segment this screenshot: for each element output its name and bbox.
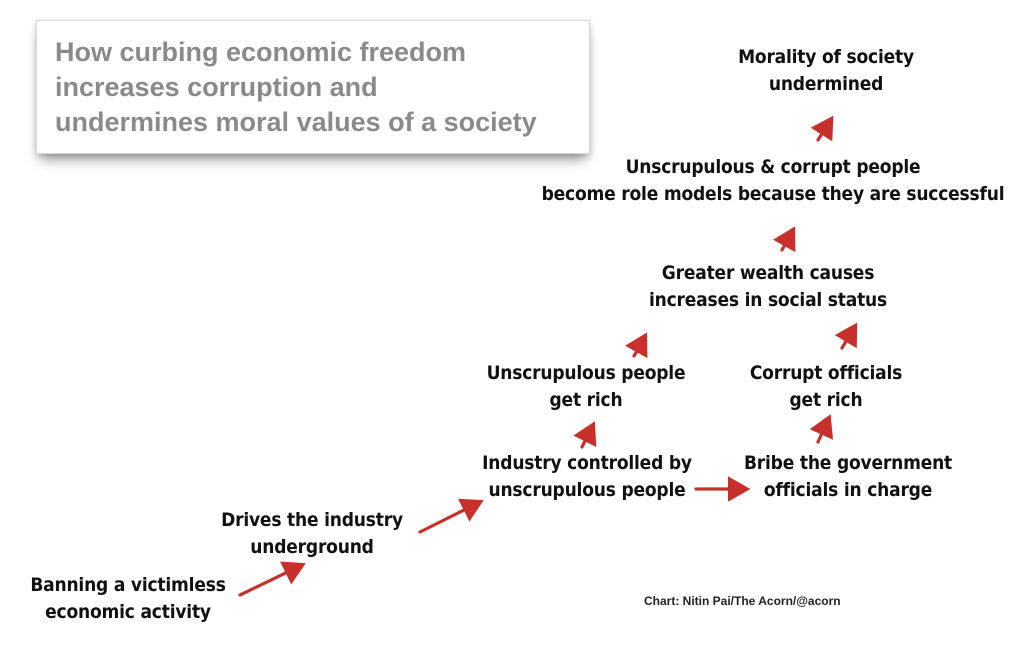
node-morality: Morality of society undermined [738, 46, 914, 95]
chart-credit: Chart: Nitin Pai/The Acorn/@acorn [644, 594, 841, 608]
node-underground: Drives the industry underground [221, 509, 403, 558]
node-role-models: Unscrupulous & corrupt people become rol… [541, 156, 1005, 205]
node-industry: Industry controlled by unscrupulous peop… [482, 452, 692, 501]
title-card: How curbing economic freedom increases c… [36, 20, 590, 154]
node-unscrupulous-rich: Unscrupulous people get rich [486, 362, 686, 411]
arrow-industry-to-unscrupulous-rich [573, 421, 597, 449]
arrow-banning-to-underground [238, 561, 306, 597]
arrow-unscrupulous-rich-to-wealth [625, 332, 648, 359]
node-wealth: Greater wealth causes increases in socia… [648, 262, 888, 311]
arrow-bribe-to-officials-rich [809, 414, 834, 444]
arrow-wealth-to-role-models [773, 226, 796, 253]
arrow-officials-rich-to-wealth [834, 322, 858, 350]
node-officials-rich: Corrupt officials get rich [749, 362, 903, 411]
node-bribe: Bribe the government officials in charge [743, 452, 953, 501]
arrow-role-models-to-morality [810, 115, 834, 142]
arrow-underground-to-industry [418, 498, 484, 534]
node-banning: Banning a victimless economic activity [30, 574, 226, 623]
diagram-title: How curbing economic freedom increases c… [55, 37, 537, 137]
